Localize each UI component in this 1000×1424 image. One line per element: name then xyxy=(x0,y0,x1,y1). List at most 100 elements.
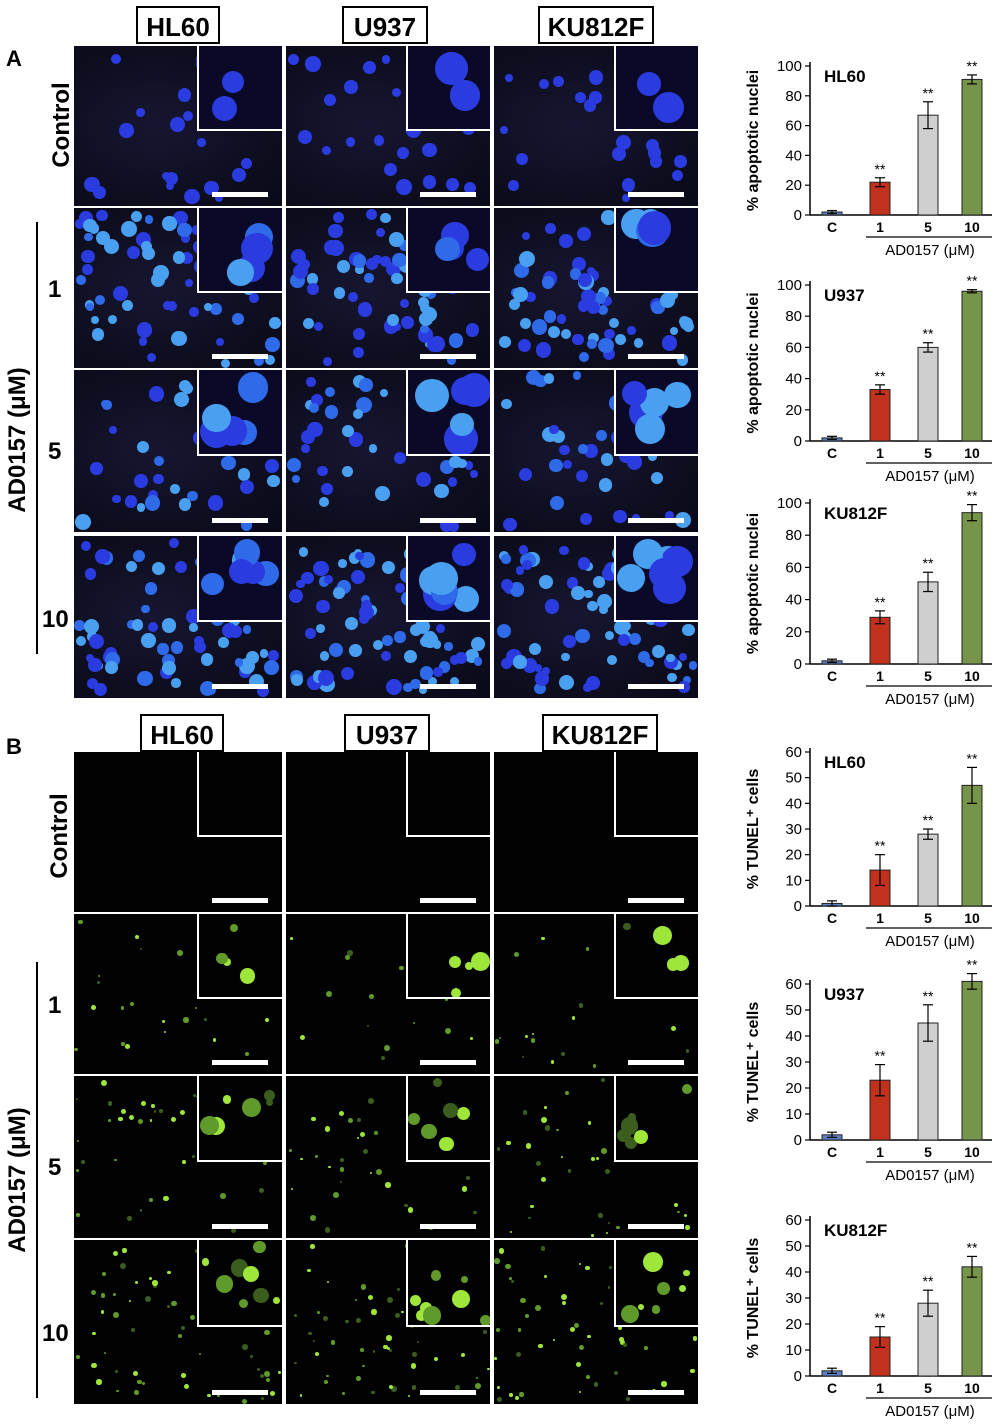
cell-dot xyxy=(244,1051,249,1057)
cell-dot xyxy=(637,211,672,245)
cell-dot xyxy=(667,672,677,682)
chart-a-hl60-y-tick-label: 60 xyxy=(785,118,802,135)
cell-dot xyxy=(627,1113,637,1123)
chart-a-ku812f-y-tick-label: 0 xyxy=(794,656,802,673)
cell-dot xyxy=(386,1297,393,1304)
cell-dot xyxy=(195,1007,198,1010)
cell-dot xyxy=(139,337,148,346)
cell-dot xyxy=(91,1362,97,1369)
cell-dot xyxy=(447,477,457,487)
dapi-micrograph-r3-c1 xyxy=(286,536,490,698)
cell-dot xyxy=(525,1143,532,1149)
cell-dot xyxy=(344,80,358,95)
cell-dot xyxy=(362,61,376,75)
cell-dot xyxy=(112,1293,117,1297)
chart-a-u937-ylabel: % apoptotic nuclei xyxy=(745,292,762,433)
cell-dot xyxy=(93,682,108,697)
cell-dot xyxy=(530,1038,536,1043)
tunel-micrograph-r3-c1 xyxy=(286,1240,490,1404)
cell-dot xyxy=(339,1166,345,1172)
cell-dot xyxy=(288,589,303,604)
cell-dot xyxy=(170,641,184,654)
cell-dot xyxy=(379,212,391,224)
cell-dot xyxy=(291,1188,294,1191)
cell-dot xyxy=(344,616,359,631)
cell-dot xyxy=(315,599,330,614)
cell-dot xyxy=(590,1234,594,1237)
cell-dot xyxy=(548,325,561,339)
cell-dot xyxy=(344,954,350,961)
chart-b-hl60-y-tick-label: 10 xyxy=(785,872,802,889)
cell-dot xyxy=(436,623,446,633)
cell-dot xyxy=(253,355,264,366)
cell-dot xyxy=(605,631,615,641)
cell-dot xyxy=(449,333,464,348)
cell-dot xyxy=(294,1313,297,1317)
cell-dot xyxy=(407,1394,411,1397)
cell-dot xyxy=(214,193,224,203)
cell-dot xyxy=(137,1379,142,1385)
cell-dot xyxy=(422,175,437,189)
cell-dot xyxy=(563,634,577,648)
chart-a-ku812f-significance-5: ** xyxy=(923,555,934,571)
cell-dot xyxy=(360,594,370,604)
cell-dot xyxy=(519,1392,524,1397)
cell-dot xyxy=(356,1137,359,1140)
cell-dot xyxy=(373,1130,379,1136)
cell-dot xyxy=(607,655,617,666)
chart-b-u937-y-tick-label: 40 xyxy=(785,1028,802,1045)
cell-dot xyxy=(500,578,513,591)
chart-a-u937-y-tick-label: 0 xyxy=(794,433,802,450)
cell-dot xyxy=(84,176,101,193)
cell-dot xyxy=(561,653,570,662)
chart-a-ku812f-y-tick-label: 60 xyxy=(785,559,802,576)
cell-dot xyxy=(593,575,606,589)
cell-dot xyxy=(674,1203,679,1208)
cell-dot xyxy=(604,1168,611,1175)
cell-dot xyxy=(107,1118,111,1122)
chart-a-ku812f-title: KU812F xyxy=(824,504,887,523)
cell-dot xyxy=(141,1382,145,1386)
cell-dot xyxy=(427,338,442,353)
cell-dot xyxy=(139,948,143,951)
cell-dot xyxy=(144,495,160,511)
cell-dot xyxy=(356,396,373,413)
cell-dot xyxy=(452,543,476,567)
cell-dot xyxy=(528,1216,531,1220)
cell-dot xyxy=(130,1001,135,1006)
chart-b-u937-bar-10 xyxy=(961,980,983,1141)
cell-dot xyxy=(144,215,154,224)
cell-dot xyxy=(360,1284,367,1290)
cell-dot xyxy=(465,323,480,337)
chart-b-hl60-y-tick-label: 50 xyxy=(785,770,802,787)
cell-dot xyxy=(612,147,626,161)
chart-a-ku812f-x-tick-label-5: 5 xyxy=(924,668,932,684)
chart-b-u937-xlabel: AD0157 (μM) xyxy=(885,1167,975,1184)
cell-dot xyxy=(652,91,684,123)
cell-dot xyxy=(399,965,404,971)
chart-b-hl60-bar-5 xyxy=(917,833,939,907)
cell-dot xyxy=(683,320,695,332)
chart-b-ku812f-x-tick-label-C: C xyxy=(827,1380,837,1396)
cell-dot xyxy=(322,357,332,367)
cell-dot xyxy=(148,386,165,402)
scale-bar xyxy=(420,1390,476,1395)
cell-dot xyxy=(366,1024,369,1027)
cell-dot xyxy=(613,509,628,524)
cell-dot xyxy=(311,1116,316,1122)
cell-dot xyxy=(433,1356,438,1361)
cell-dot xyxy=(369,444,378,453)
cell-dot xyxy=(392,252,407,268)
cell-dot xyxy=(144,1296,151,1303)
cell-dot xyxy=(119,123,134,138)
chart-a-u937-y-tick-label: 20 xyxy=(785,402,802,419)
cell-dot xyxy=(411,1385,416,1390)
cell-dot xyxy=(278,1371,282,1375)
cell-dot xyxy=(669,327,678,336)
tunel-micrograph-r1-c1 xyxy=(286,914,490,1074)
cell-dot xyxy=(85,654,94,663)
cell-dot xyxy=(310,1214,317,1221)
cell-dot xyxy=(513,655,527,669)
cell-dot xyxy=(140,1100,147,1107)
